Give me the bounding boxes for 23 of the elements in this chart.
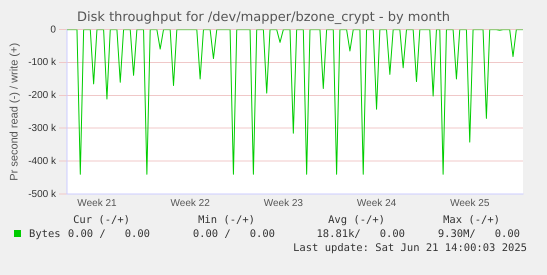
text: 0.00 / 0.00	[68, 228, 150, 240]
legend-label: Bytes	[28, 228, 61, 240]
x-tick-label: Week 22	[170, 198, 210, 209]
text: 9.30M/ 0.00	[438, 228, 520, 240]
y-tick-label: 0	[50, 24, 56, 36]
y-tick-label: -500 k	[28, 188, 57, 200]
x-tick-label: Week 21	[77, 198, 118, 209]
text: Min (-/+)	[198, 214, 255, 226]
y-tick-label: -300 k	[28, 122, 57, 134]
y-tick-label: -400 k	[28, 156, 57, 167]
text: 18.81k/ 0.00	[316, 228, 405, 240]
chart-title: Disk throughput for /dev/mapper/bzone_crypt - by month	[77, 10, 450, 26]
y-tick-label: -200 k	[28, 90, 57, 102]
text: Avg (-/+)	[328, 214, 385, 226]
text: 0.00 / 0.00	[192, 228, 275, 240]
text: Cur (-/+)	[73, 214, 130, 226]
x-tick-label: Week 23	[264, 198, 304, 209]
text: Max (-/+)	[443, 214, 500, 226]
x-tick-label: Week 24	[356, 198, 397, 209]
y-tick-label: -100 k	[28, 57, 57, 68]
y-axis-title: Pr second read (-) / write (+)	[8, 42, 21, 181]
text: Last update: Sat Jun 21 14:00:03 2025	[293, 242, 527, 254]
x-tick-label: Week 25	[450, 198, 490, 209]
